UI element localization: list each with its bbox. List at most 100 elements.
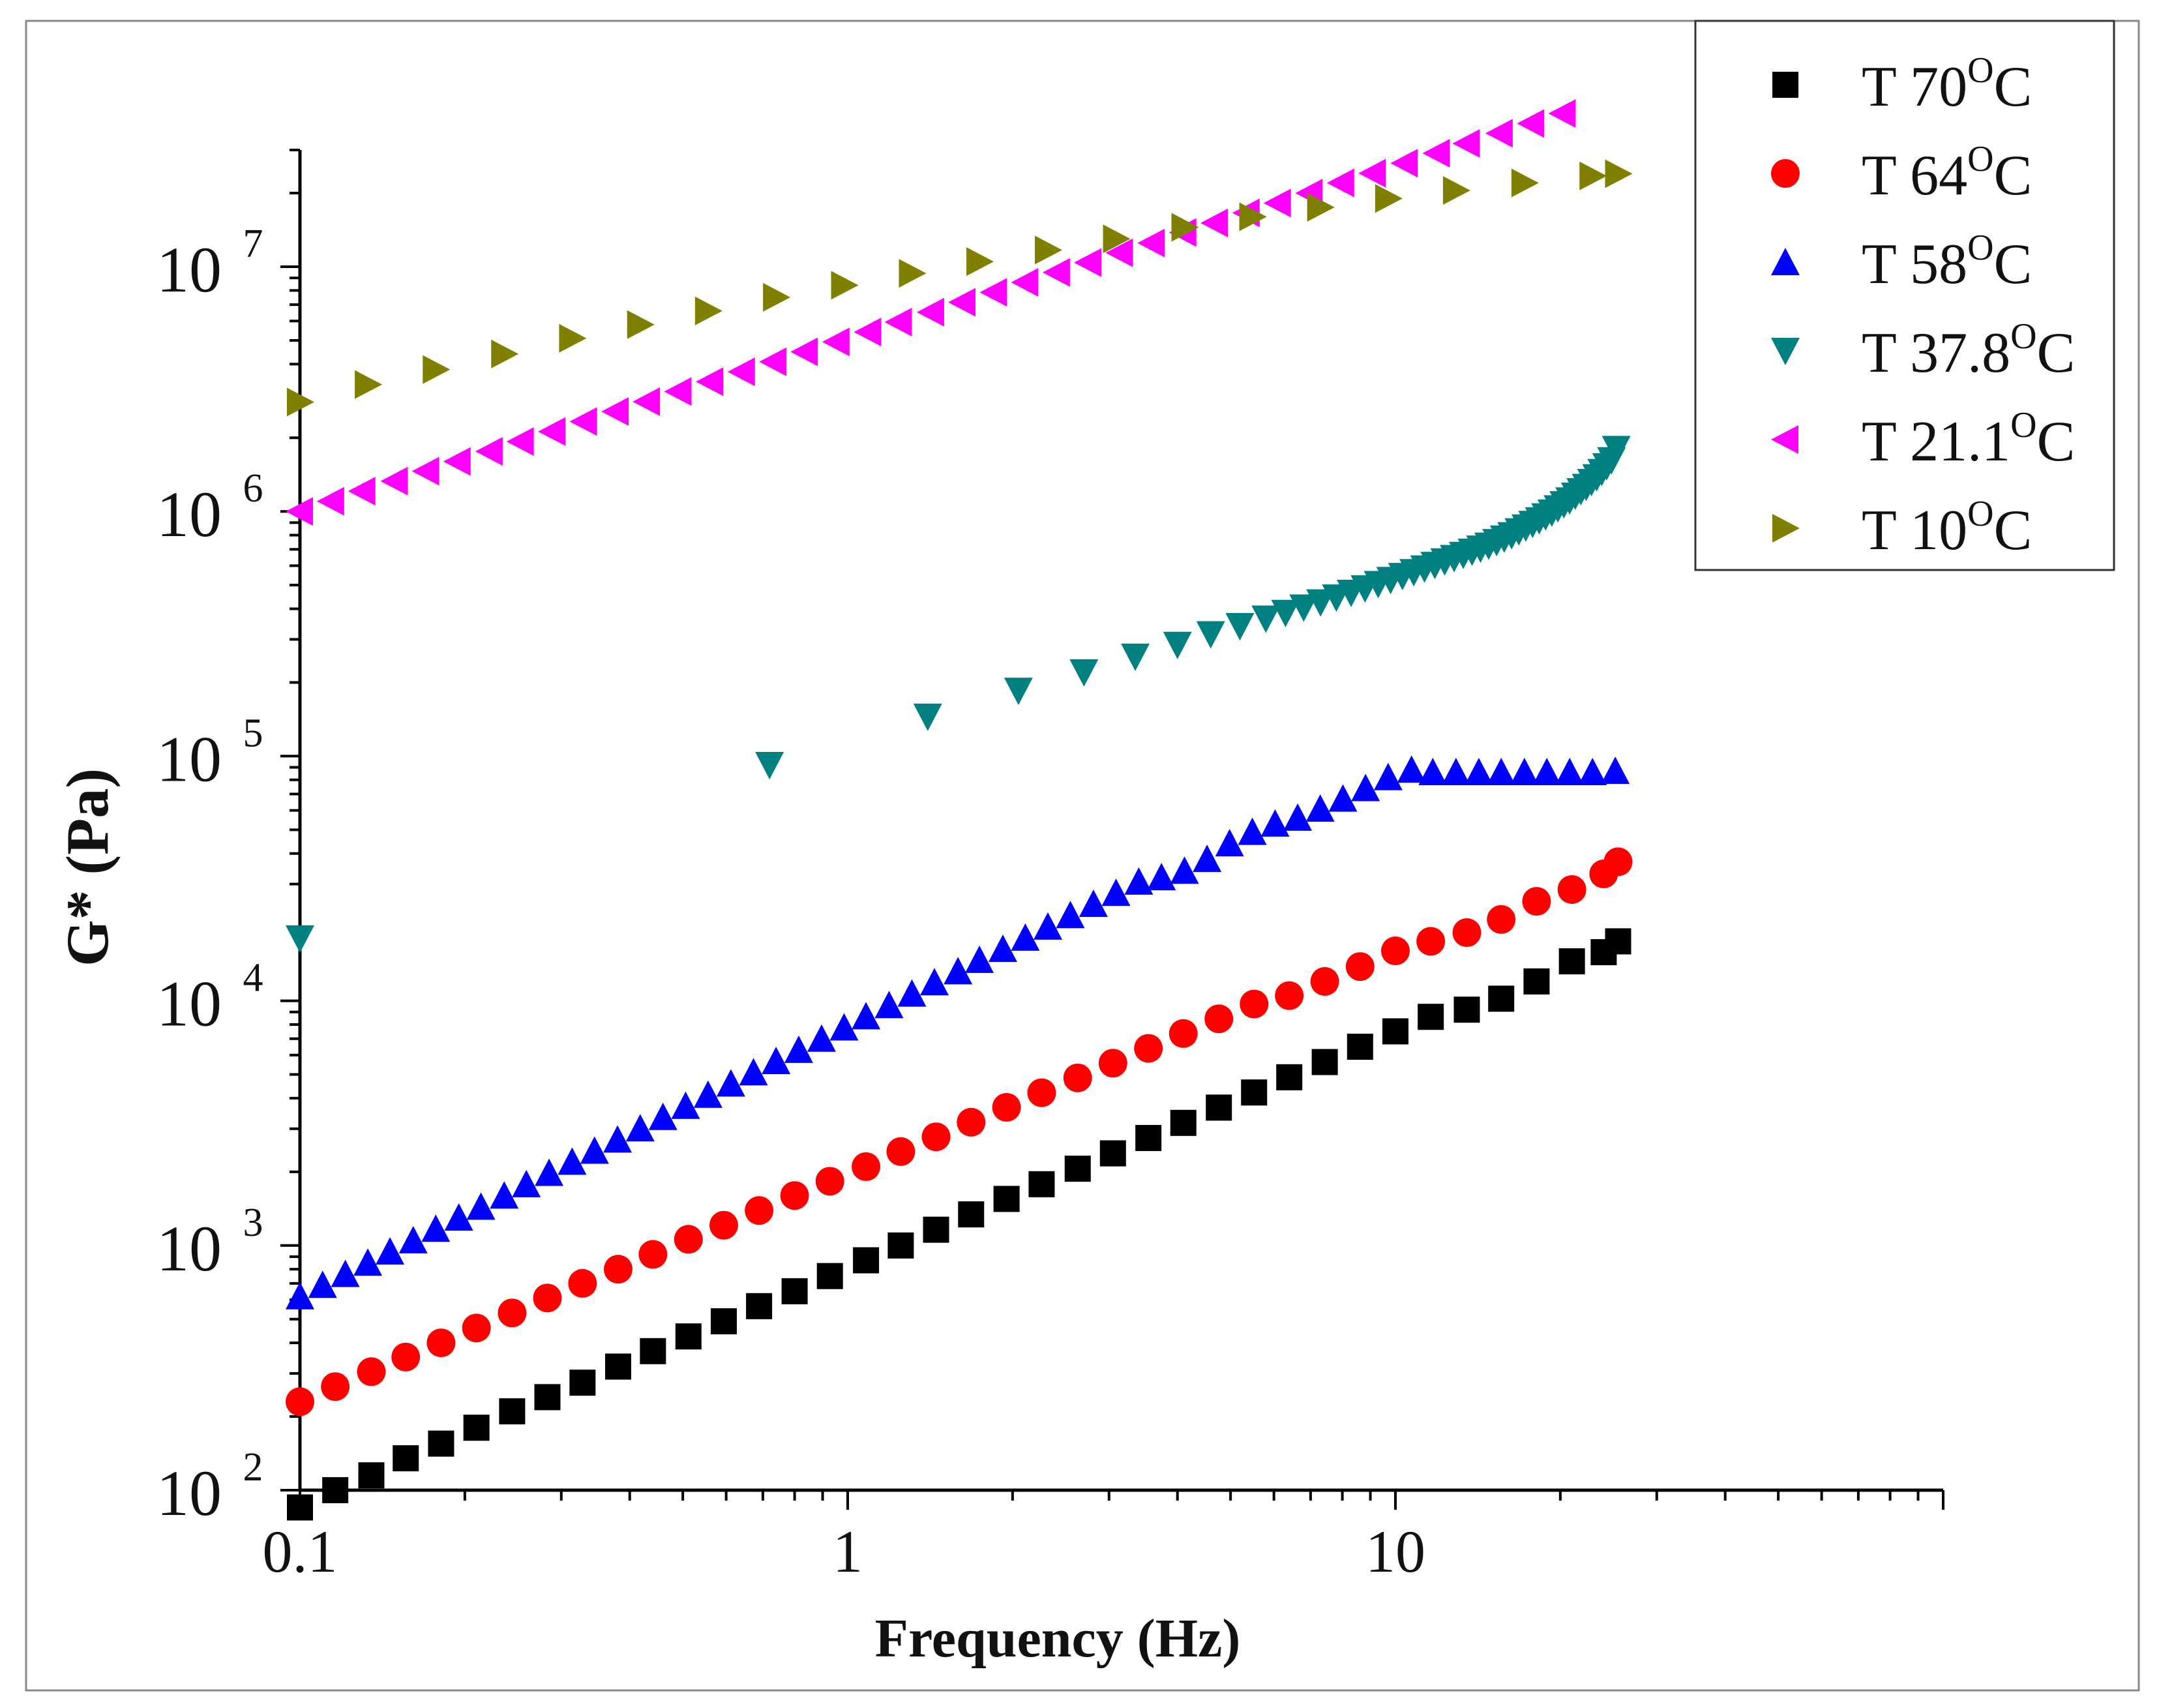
data-point (286, 497, 313, 526)
data-point (816, 1263, 843, 1289)
data-point (625, 1114, 655, 1142)
data-point (426, 1328, 456, 1358)
data-point (709, 1210, 738, 1240)
data-point (1147, 863, 1176, 891)
legend-marker (1771, 338, 1800, 365)
data-point (1418, 757, 1448, 785)
legend-marker (1771, 159, 1800, 188)
y-axis-title: G* (Pa) (54, 768, 121, 966)
data-point (443, 447, 471, 476)
data-point (358, 1462, 385, 1489)
data-point (1605, 159, 1633, 188)
data-point (1206, 1094, 1232, 1121)
data-point (1523, 968, 1550, 995)
x-tick-label: 0.1 (263, 1518, 338, 1585)
data-point (829, 1013, 859, 1041)
data-point (944, 957, 973, 985)
data-point (1035, 235, 1063, 265)
data-point (1453, 996, 1480, 1023)
x-tick-label: 1 (833, 1518, 863, 1585)
data-point (559, 323, 587, 353)
data-point (1028, 1171, 1055, 1197)
data-point (1011, 923, 1040, 951)
data-point (1260, 809, 1290, 837)
data-point (1326, 168, 1354, 198)
data-point (993, 1186, 1020, 1212)
data-point (965, 945, 994, 973)
data-point (727, 357, 755, 387)
data-point (1310, 966, 1339, 996)
legend-label: T 58OC (1862, 228, 2032, 296)
data-point (490, 1181, 519, 1209)
data-point (357, 1357, 386, 1386)
data-point (874, 991, 904, 1019)
data-point (538, 417, 566, 446)
data-point (920, 968, 949, 996)
data-point (1381, 936, 1410, 966)
data-point (979, 278, 1007, 307)
data-point (957, 1107, 986, 1137)
data-point (1328, 784, 1358, 812)
data-point (321, 1372, 350, 1401)
data-point (648, 1102, 677, 1130)
data-point (916, 297, 944, 327)
data-point (1390, 149, 1418, 178)
y-tick-label: 10 (156, 968, 222, 1040)
data-point (1603, 847, 1633, 876)
data-point (746, 1293, 773, 1319)
data-point (923, 1216, 949, 1243)
data-point (1601, 757, 1630, 785)
data-point (640, 1338, 666, 1364)
data-point (781, 1278, 808, 1304)
data-point (807, 1024, 836, 1052)
data-point (398, 1225, 428, 1253)
data-point (1170, 856, 1199, 884)
data-point (1263, 188, 1291, 218)
data-point (1275, 981, 1304, 1010)
data-point (428, 1430, 454, 1457)
data-point (1098, 1049, 1127, 1078)
data-point (423, 355, 451, 384)
data-point (601, 397, 629, 427)
data-point (411, 457, 439, 486)
data-point (822, 327, 850, 357)
y-tick-exponent: 2 (243, 1445, 263, 1490)
data-point (1487, 757, 1516, 785)
data-point (506, 427, 534, 457)
data-point (535, 1158, 564, 1186)
data-point (852, 1152, 881, 1181)
data-point (1351, 773, 1380, 802)
data-point (569, 1370, 596, 1396)
data-point (1511, 168, 1539, 198)
data-point (1418, 1004, 1444, 1030)
data-point (1042, 258, 1070, 287)
data-point (1099, 1140, 1126, 1167)
series-5 (287, 159, 1633, 417)
data-point (603, 1255, 633, 1284)
series-2 (286, 755, 1630, 1310)
data-point (1027, 1078, 1056, 1107)
data-point (627, 310, 655, 339)
data-point (287, 1494, 313, 1521)
series-markers (286, 99, 1633, 1521)
data-point (1079, 889, 1108, 917)
data-point (853, 1247, 880, 1274)
data-point (512, 1169, 541, 1197)
data-point (815, 1167, 844, 1196)
data-point (638, 1240, 668, 1269)
data-point (884, 307, 912, 337)
y-tick-label: 10 (156, 478, 222, 550)
data-point (1485, 119, 1513, 148)
data-point (1487, 905, 1516, 934)
data-point (1517, 109, 1545, 138)
data-point (1307, 192, 1335, 222)
axes (298, 150, 1943, 1492)
data-point (1373, 762, 1403, 790)
data-point (331, 1259, 360, 1287)
data-point (353, 1248, 383, 1276)
data-point (1422, 138, 1450, 168)
data-point (1137, 228, 1165, 258)
data-point (1101, 878, 1131, 906)
legend-marker (1772, 514, 1800, 543)
